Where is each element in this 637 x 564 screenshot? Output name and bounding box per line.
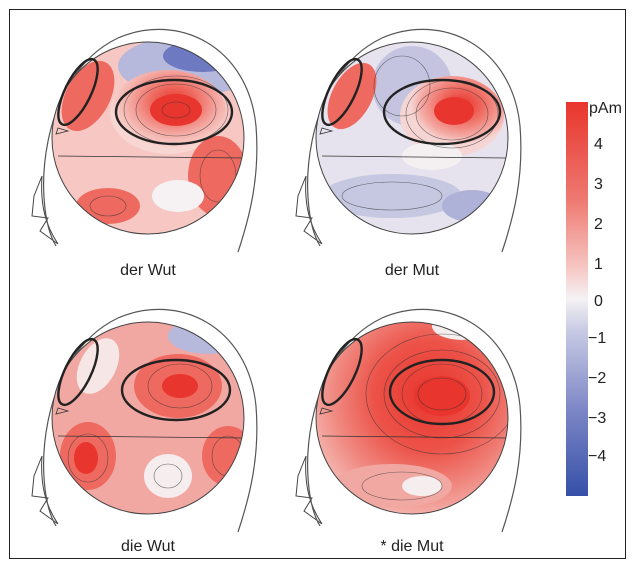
figure-frame bbox=[9, 9, 626, 559]
head-outline bbox=[43, 28, 258, 253]
colorbar-tick: 1 bbox=[594, 256, 603, 273]
topo-map-die-wut bbox=[28, 296, 268, 536]
topo-map-der-mut bbox=[292, 16, 532, 256]
head-outline-face bbox=[31, 175, 59, 245]
panel-caption: * die Mut bbox=[380, 538, 444, 555]
panel-caption: der Mut bbox=[384, 262, 440, 279]
panel-caption: der Wut bbox=[120, 262, 176, 279]
colorbar-unit: pAm bbox=[589, 100, 622, 117]
colorbar-tick: −3 bbox=[588, 410, 607, 427]
colorbar-tick: 4 bbox=[594, 136, 603, 153]
colorbar-tick: −1 bbox=[588, 330, 607, 347]
colorbar-tick: 0 bbox=[594, 293, 603, 310]
panel-caption: die Wut bbox=[121, 538, 175, 555]
colorbar-tick: −2 bbox=[588, 370, 607, 387]
colorbar-tick: 3 bbox=[594, 176, 603, 193]
region-ellipse-center bbox=[114, 78, 234, 146]
colorbar bbox=[566, 102, 588, 496]
colorbar-tick: 2 bbox=[594, 216, 603, 233]
topo-map-die-mut bbox=[292, 296, 532, 536]
colorbar-tick: −4 bbox=[588, 448, 607, 465]
topo-map-der-wut bbox=[28, 16, 268, 256]
region-ellipse-left bbox=[57, 57, 99, 127]
